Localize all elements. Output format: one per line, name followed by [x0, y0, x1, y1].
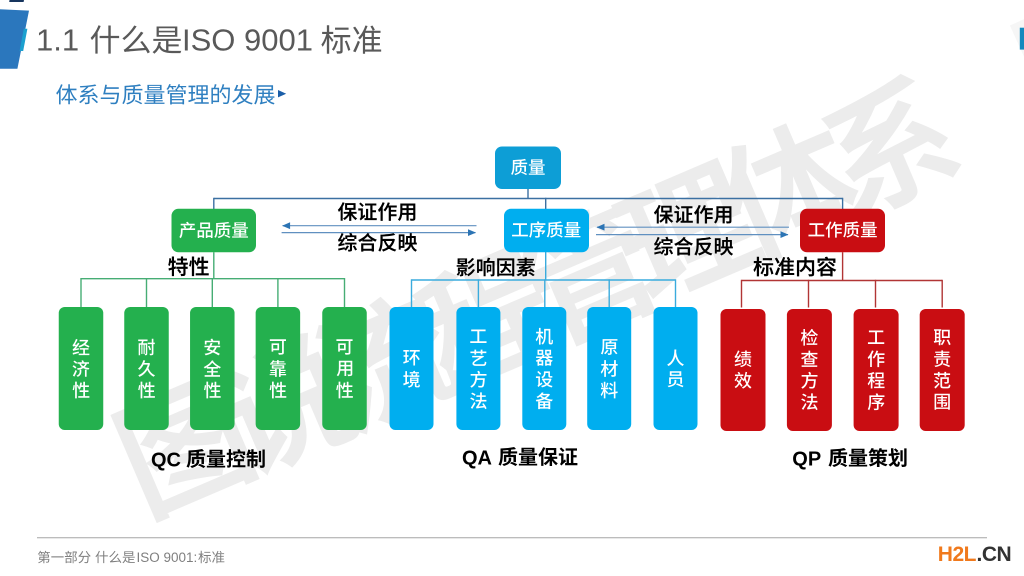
svg-text:1.1: 1.1: [36, 23, 79, 58]
svg-text:QP: QP: [792, 449, 821, 471]
svg-text:H2L: H2L: [938, 543, 977, 566]
svg-text:QC: QC: [151, 450, 181, 472]
svg-text:ISO 9001:: ISO 9001:: [137, 550, 198, 565]
svg-text:QA: QA: [462, 448, 492, 470]
svg-text:ISO 9001: ISO 9001: [182, 23, 313, 58]
svg-text:.CN: .CN: [977, 543, 1012, 566]
